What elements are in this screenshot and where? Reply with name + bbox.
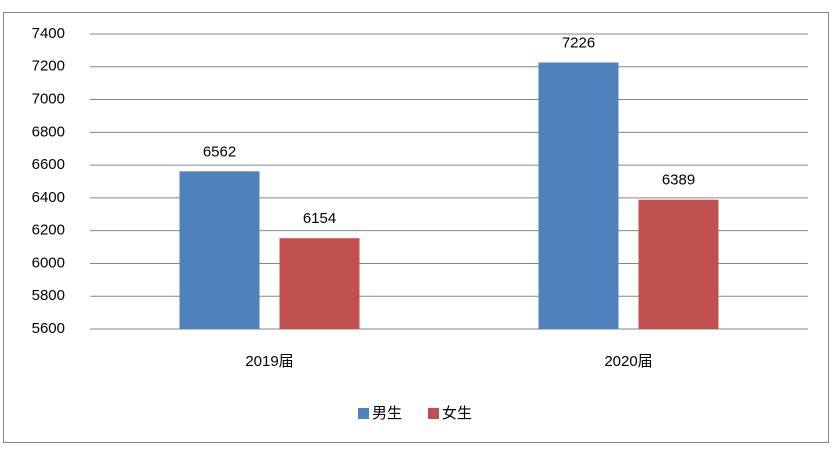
- y-tick-label: 6800: [32, 123, 65, 140]
- value-label: 6562: [203, 143, 236, 160]
- bar: [279, 238, 360, 329]
- legend-swatch: [358, 408, 369, 419]
- y-tick-label: 5800: [32, 287, 65, 304]
- bar: [638, 199, 719, 329]
- y-tick-label: 5600: [32, 320, 65, 337]
- value-label: 7226: [562, 34, 595, 51]
- y-tick-label: 7400: [32, 25, 65, 42]
- x-tick-label: 2020届: [604, 353, 652, 370]
- y-tick-label: 6400: [32, 189, 65, 206]
- legend-label: 男生: [372, 405, 402, 422]
- bar: [179, 171, 260, 329]
- legend-label: 女生: [442, 404, 472, 422]
- y-tick-label: 6200: [32, 222, 65, 239]
- y-tick-label: 7000: [32, 91, 65, 108]
- y-tick-label: 6000: [32, 254, 65, 271]
- value-label: 6389: [662, 172, 695, 189]
- y-tick-label: 7200: [32, 58, 65, 75]
- x-tick-label: 2019届: [245, 353, 293, 370]
- y-tick-label: 6600: [32, 156, 65, 173]
- legend-swatch: [428, 408, 439, 419]
- value-label: 6154: [303, 210, 336, 227]
- bar: [538, 62, 619, 330]
